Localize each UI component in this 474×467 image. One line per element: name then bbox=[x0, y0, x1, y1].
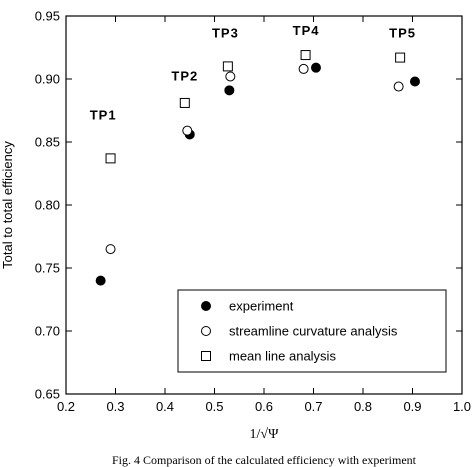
x-tick-label: 0.9 bbox=[403, 399, 421, 414]
x-tick-label: 1.0 bbox=[453, 399, 471, 414]
annotation-tp5: TP5 bbox=[389, 25, 416, 40]
point-filled-circle bbox=[95, 275, 106, 286]
y-tick-label: 0.90 bbox=[35, 72, 60, 87]
x-tick-label: 0.4 bbox=[156, 399, 174, 414]
annotation-tp1: TP1 bbox=[90, 107, 117, 122]
y-tick-label: 0.80 bbox=[35, 198, 60, 213]
point-filled-circle bbox=[310, 62, 321, 73]
point-open-square bbox=[105, 153, 116, 164]
point-open-square bbox=[222, 61, 233, 72]
annotation-tp2: TP2 bbox=[171, 68, 198, 83]
y-tick-label: 0.75 bbox=[35, 261, 60, 276]
y-tick-label: 0.95 bbox=[35, 9, 60, 24]
x-tick-label: 0.2 bbox=[57, 399, 75, 414]
x-tick-label: 0.8 bbox=[354, 399, 372, 414]
point-open-circle bbox=[182, 125, 193, 136]
point-open-square bbox=[300, 50, 311, 61]
x-tick-label: 0.6 bbox=[255, 399, 273, 414]
figure-caption: Fig. 4 Comparison of the calculated effi… bbox=[112, 453, 417, 467]
y-axis-title: Total to total efficiency bbox=[0, 141, 15, 269]
annotations: TP1 TP2 TP3 TP4 TP5 bbox=[90, 23, 416, 122]
legend-label: experiment bbox=[229, 299, 294, 314]
x-axis-title: 1/√Ψ bbox=[250, 427, 280, 442]
x-tick-label: 0.3 bbox=[106, 399, 124, 414]
axes: 0.2 0.3 0.4 0.5 0.6 0.7 0.8 0.9 1.0 0.65 0.70 0.75 0… bbox=[35, 9, 471, 415]
legend-box bbox=[177, 289, 447, 373]
point-open-circle bbox=[225, 71, 236, 82]
legend-marker-open-circle bbox=[201, 326, 211, 336]
annotation-tp4: TP4 bbox=[293, 23, 320, 38]
annotation-tp3: TP3 bbox=[212, 25, 239, 40]
point-filled-circle bbox=[224, 85, 235, 96]
point-filled-circle bbox=[409, 76, 420, 87]
point-open-circle bbox=[105, 244, 116, 255]
point-open-square bbox=[395, 52, 406, 63]
point-open-circle bbox=[393, 81, 404, 92]
data-marks bbox=[95, 50, 420, 286]
legend-marker-open-square bbox=[201, 351, 211, 361]
point-open-circle bbox=[298, 63, 309, 74]
legend-marker-filled-circle bbox=[201, 301, 211, 311]
legend-label: mean line analysis bbox=[229, 349, 336, 364]
y-tick-label: 0.85 bbox=[35, 135, 60, 150]
y-tick-label: 0.70 bbox=[35, 324, 60, 339]
x-tick-label: 0.5 bbox=[205, 399, 223, 414]
y-tick-label: 0.65 bbox=[35, 387, 60, 402]
x-tick-label: 0.7 bbox=[304, 399, 322, 414]
point-open-square bbox=[179, 97, 190, 108]
legend: experiment streamline curvature analysis m… bbox=[177, 289, 447, 373]
legend-label: streamline curvature analysis bbox=[229, 324, 398, 339]
